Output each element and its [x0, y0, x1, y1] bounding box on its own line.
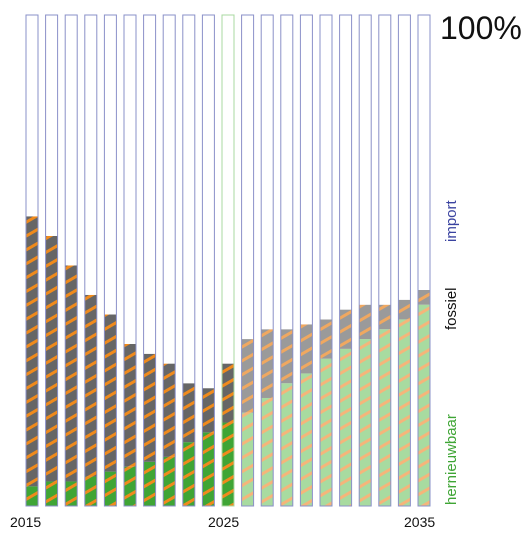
bar-fossiel-2019	[104, 314, 117, 472]
bar-outline-2021	[143, 14, 157, 507]
bar-outline-2015	[25, 14, 39, 507]
bar-fossiel-2017	[65, 265, 78, 482]
bar-hernieuwbaar-2035	[418, 304, 430, 506]
bar-hernieuwbaar-2033	[378, 329, 391, 506]
bar-import-2028	[280, 15, 293, 330]
bar-hernieuwbaar-2024	[202, 432, 215, 506]
bar-outline-2025	[221, 14, 235, 507]
bar-hernieuwbaar-2028	[280, 383, 293, 506]
bar-outline-2027	[260, 14, 274, 507]
bar-fossiel-2018	[84, 294, 97, 477]
bar-hernieuwbaar-2017	[65, 481, 78, 506]
bar-fossiel-2029	[300, 324, 313, 374]
bar-outline-2028	[280, 14, 294, 507]
bar-import-2035	[418, 15, 430, 290]
bar-hernieuwbaar-2019	[104, 471, 117, 506]
bar-outline-2022	[162, 14, 176, 507]
bar-outline-2032	[358, 14, 372, 507]
bar-import-2020	[124, 15, 136, 344]
bar-fossiel-2022	[163, 363, 176, 457]
bar-hernieuwbaar-2026	[241, 412, 254, 506]
bar-import-2021	[143, 15, 156, 354]
bar-import-2026	[241, 15, 254, 340]
bar-import-2016	[45, 15, 58, 236]
bar-outline-2030	[319, 14, 333, 507]
legend-import: import	[443, 200, 460, 242]
legend-hernieuwbaar: hernieuwbaar	[443, 414, 460, 505]
bar-fossiel-2023	[182, 383, 195, 443]
bar-import-2025	[222, 15, 234, 364]
x-tick-label-2035: 2035	[404, 514, 436, 530]
bar-hernieuwbaar-2030	[320, 358, 332, 506]
bar-import-2033	[378, 15, 391, 305]
bar-hernieuwbaar-2020	[124, 466, 136, 506]
bar-fossiel-2032	[359, 304, 372, 340]
bar-fossiel-2033	[378, 304, 391, 330]
bar-import-2030	[320, 15, 332, 320]
bar-fossiel-2016	[45, 235, 58, 482]
bar-import-2034	[398, 15, 411, 300]
bar-import-2023	[182, 15, 195, 384]
bar-hernieuwbaar-2027	[261, 397, 274, 506]
bar-outline-2016	[45, 14, 59, 507]
bar-fossiel-2020	[124, 343, 136, 467]
legend-fossiel: fossiel	[443, 287, 460, 330]
bar-import-2019	[104, 15, 117, 315]
bar-outline-2033	[378, 14, 392, 507]
bar-outline-2034	[397, 14, 411, 507]
bar-outline-2023	[182, 14, 196, 507]
bar-import-2015	[26, 15, 38, 217]
bar-outline-2018	[84, 14, 98, 507]
bar-outline-2017	[64, 14, 78, 507]
bar-fossiel-2035	[418, 289, 430, 305]
bar-fossiel-2031	[339, 309, 352, 349]
bar-fossiel-2026	[241, 339, 254, 413]
bar-outline-2024	[201, 14, 215, 507]
bar-outline-2020	[123, 14, 137, 507]
percent-label: 100%	[440, 10, 522, 46]
bar-fossiel-2021	[143, 353, 156, 462]
bar-hernieuwbaar-2018	[84, 476, 97, 506]
bar-fossiel-2024	[202, 388, 215, 433]
bar-import-2032	[359, 15, 372, 305]
bar-fossiel-2027	[261, 329, 274, 398]
bar-hernieuwbaar-2031	[339, 348, 352, 506]
bar-hernieuwbaar-2023	[182, 442, 195, 506]
bar-fossiel-2015	[26, 216, 38, 487]
bars-group	[25, 14, 431, 507]
bar-outline-2029	[299, 14, 313, 507]
bar-hernieuwbaar-2016	[45, 481, 58, 506]
bar-hernieuwbaar-2022	[163, 456, 176, 506]
bar-hernieuwbaar-2032	[359, 339, 372, 506]
bar-hernieuwbaar-2029	[300, 373, 313, 506]
x-tick-label-2015: 2015	[10, 514, 42, 530]
bar-fossiel-2028	[280, 329, 293, 384]
bar-import-2029	[300, 15, 313, 325]
bar-outline-2035	[417, 14, 431, 507]
bar-import-2018	[84, 15, 97, 295]
bar-hernieuwbaar-2015	[26, 486, 38, 506]
bar-outline-2019	[103, 14, 117, 507]
bar-hernieuwbaar-2021	[143, 461, 156, 506]
bar-hernieuwbaar-2025	[222, 422, 234, 506]
bar-import-2031	[339, 15, 352, 310]
bar-import-2027	[261, 15, 274, 330]
bar-outline-2026	[241, 14, 255, 507]
bar-fossiel-2034	[398, 299, 411, 320]
bar-import-2024	[202, 15, 215, 389]
x-tick-label-2025: 2025	[208, 514, 240, 530]
bar-outline-2031	[339, 14, 353, 507]
bar-fossiel-2025	[222, 363, 234, 423]
bar-import-2022	[163, 15, 176, 364]
bar-import-2017	[65, 15, 78, 266]
bar-hernieuwbaar-2034	[398, 319, 411, 506]
bar-fossiel-2030	[320, 319, 332, 359]
